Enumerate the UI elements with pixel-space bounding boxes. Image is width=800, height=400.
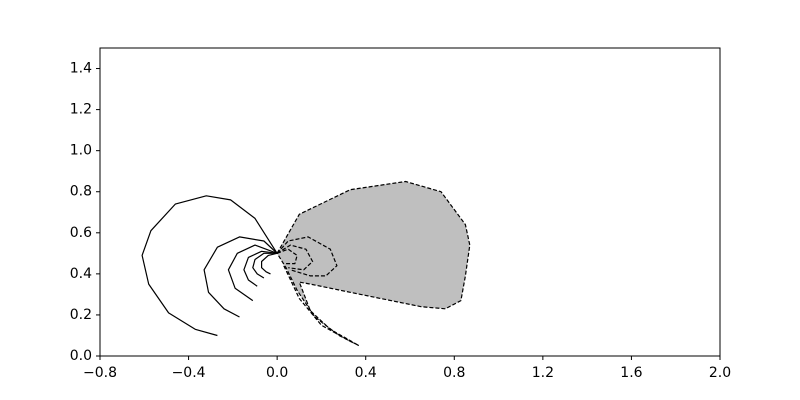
plot-area	[141, 180, 471, 347]
x-tick-label: −0.4	[172, 365, 206, 381]
contour-line	[283, 265, 355, 345]
x-tick-label: 1.2	[532, 365, 554, 381]
y-tick-label: 0.8	[70, 184, 92, 200]
y-tick-label: 0.0	[70, 348, 92, 364]
contour-line	[227, 244, 278, 302]
y-tick-label: 0.4	[70, 266, 92, 282]
y-tick-label: 1.4	[70, 61, 92, 77]
contour-line	[203, 236, 278, 318]
x-tick-label: 0.4	[355, 365, 377, 381]
contour-line	[276, 236, 338, 277]
x-tick-label: 1.6	[620, 365, 642, 381]
contour-line	[261, 252, 278, 275]
contour-line	[141, 195, 278, 337]
x-tick-label: 0.0	[266, 365, 288, 381]
y-tick-label: 0.6	[70, 225, 92, 241]
contour-line	[243, 250, 278, 287]
contour-line	[276, 244, 314, 271]
x-tick-label: 0.8	[443, 365, 465, 381]
y-tick-label: 1.0	[70, 143, 92, 159]
y-tick-label: 0.2	[70, 307, 92, 323]
contour-line	[252, 252, 278, 279]
contour-line	[276, 180, 471, 347]
x-tick-label: 2.0	[709, 365, 731, 381]
y-tick-label: 1.2	[70, 102, 92, 118]
contour-line	[276, 248, 298, 265]
x-tick-label: −0.8	[83, 365, 117, 381]
axes-frame	[99, 47, 721, 357]
